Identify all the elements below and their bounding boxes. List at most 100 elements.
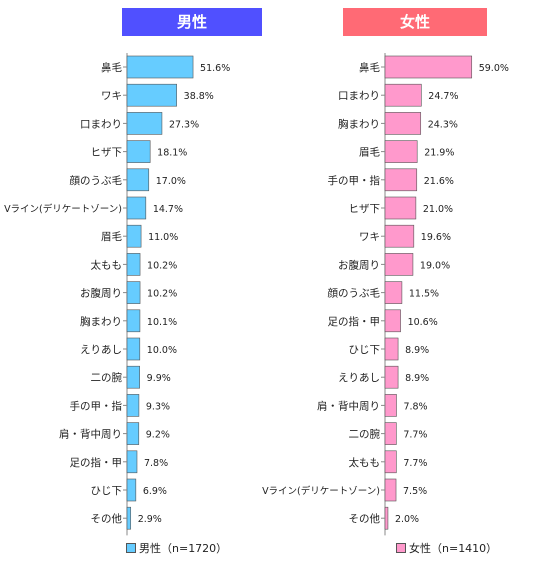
male-category-label: 胸まわり xyxy=(80,315,122,328)
female-category-label: 足の指・甲 xyxy=(328,315,381,328)
female-bar xyxy=(384,112,422,135)
male-category-label: お腹周り xyxy=(80,287,122,300)
male-category-label: ひじ下 xyxy=(91,485,123,497)
female-bar xyxy=(384,83,422,107)
male-bar xyxy=(126,55,194,79)
male-bar xyxy=(126,450,138,474)
female-category-label: 口まわり xyxy=(338,90,380,102)
male-category-label: 肩・背中周り xyxy=(59,428,122,441)
male-bar xyxy=(126,112,163,135)
female-value-label: 21.9% xyxy=(424,148,454,159)
male-category-label: 鼻毛 xyxy=(101,61,122,74)
male-bar xyxy=(126,394,140,417)
female-category-label: ひじ下 xyxy=(349,344,381,356)
male-bar xyxy=(126,365,140,389)
female-category-label: 太もも xyxy=(349,456,381,469)
male-value-label: 6.9% xyxy=(143,486,167,497)
female-category-label: えりあし xyxy=(338,372,380,384)
male-value-label: 27.3% xyxy=(169,119,199,130)
male-legend-label: 男性（n=1720） xyxy=(139,542,228,555)
female-category-label: お腹周り xyxy=(338,258,380,271)
male-category-label: Vライン(デリケートゾーン) xyxy=(4,203,122,215)
female-bar xyxy=(384,394,397,417)
male-legend-swatch xyxy=(126,543,136,553)
male-category-label: 顔のうぶ毛 xyxy=(70,174,123,187)
female-bar xyxy=(384,309,401,333)
female-value-label: 24.3% xyxy=(428,119,458,130)
male-value-label: 51.6% xyxy=(200,63,230,74)
female-value-label: 7.7% xyxy=(403,430,427,441)
male-value-label: 18.1% xyxy=(157,148,187,159)
male-value-label: 9.2% xyxy=(146,430,170,441)
female-legend-swatch xyxy=(396,543,406,553)
female-value-label: 59.0% xyxy=(479,63,509,74)
male-category-label: えりあし xyxy=(80,344,122,356)
male-category-label: 太もも xyxy=(91,258,123,271)
male-value-label: 9.9% xyxy=(147,373,171,384)
male-value-label: 10.0% xyxy=(147,345,177,356)
female-value-label: 21.0% xyxy=(423,204,453,215)
female-value-label: 19.6% xyxy=(421,232,451,243)
male-bar xyxy=(126,253,141,276)
female-value-label: 10.6% xyxy=(408,317,438,328)
male-bar xyxy=(126,140,151,163)
male-category-label: 手の甲・指 xyxy=(70,399,123,412)
female-category-label: 眉毛 xyxy=(359,147,380,159)
female-value-label: 8.9% xyxy=(405,373,429,384)
male-value-label: 14.7% xyxy=(153,204,183,215)
male-bar xyxy=(126,83,177,107)
female-legend: 女性（n=1410） xyxy=(396,540,497,556)
female-value-label: 7.5% xyxy=(403,486,427,497)
male-bar xyxy=(126,506,132,530)
female-bar xyxy=(384,281,403,304)
female-bar xyxy=(384,224,415,248)
male-category-label: 二の腕 xyxy=(91,371,123,384)
female-category-label: 胸まわり xyxy=(338,117,380,130)
male-category-label: その他 xyxy=(91,512,123,525)
female-bar xyxy=(384,478,397,502)
male-category-label: 足の指・甲 xyxy=(70,456,123,469)
male-category-label: 口まわり xyxy=(80,118,122,130)
male-bar xyxy=(126,478,137,502)
female-value-label: 7.7% xyxy=(403,458,427,469)
female-bar xyxy=(384,506,389,530)
male-category-label: ヒザ下 xyxy=(91,147,123,159)
female-bar xyxy=(384,140,418,163)
male-bar xyxy=(126,337,141,361)
female-value-label: 7.8% xyxy=(403,401,427,412)
female-category-label: ヒザ下 xyxy=(349,203,381,215)
male-bar xyxy=(126,281,141,304)
male-bar xyxy=(126,168,150,192)
female-value-label: 24.7% xyxy=(428,91,458,102)
male-value-label: 7.8% xyxy=(144,458,168,469)
male-value-label: 38.8% xyxy=(184,91,214,102)
female-category-label: その他 xyxy=(349,512,381,525)
female-value-label: 2.0% xyxy=(395,514,419,525)
male-value-label: 10.2% xyxy=(147,260,177,271)
female-bar xyxy=(384,168,418,192)
female-category-label: 二の腕 xyxy=(349,428,381,441)
female-category-label: 手の甲・指 xyxy=(328,174,381,187)
female-header: 女性 xyxy=(343,8,487,36)
female-bar xyxy=(384,365,399,389)
female-bar xyxy=(384,196,417,220)
female-value-label: 11.5% xyxy=(409,289,439,300)
male-legend: 男性（n=1720） xyxy=(126,540,227,556)
male-bar xyxy=(126,196,147,220)
female-category-label: 鼻毛 xyxy=(359,61,380,74)
female-bar xyxy=(384,422,397,445)
male-value-label: 9.3% xyxy=(146,401,170,412)
female-bar xyxy=(384,337,399,361)
female-value-label: 19.0% xyxy=(420,260,450,271)
male-value-label: 11.0% xyxy=(148,232,178,243)
male-category-label: 眉毛 xyxy=(101,231,122,243)
female-bar xyxy=(384,55,473,79)
male-value-label: 10.2% xyxy=(147,289,177,300)
female-value-label: 21.6% xyxy=(424,176,454,187)
male-bar xyxy=(126,224,142,248)
male-bar xyxy=(126,309,141,333)
female-legend-label: 女性（n=1410） xyxy=(409,542,498,555)
male-value-label: 10.1% xyxy=(147,317,177,328)
male-value-label: 2.9% xyxy=(138,514,162,525)
